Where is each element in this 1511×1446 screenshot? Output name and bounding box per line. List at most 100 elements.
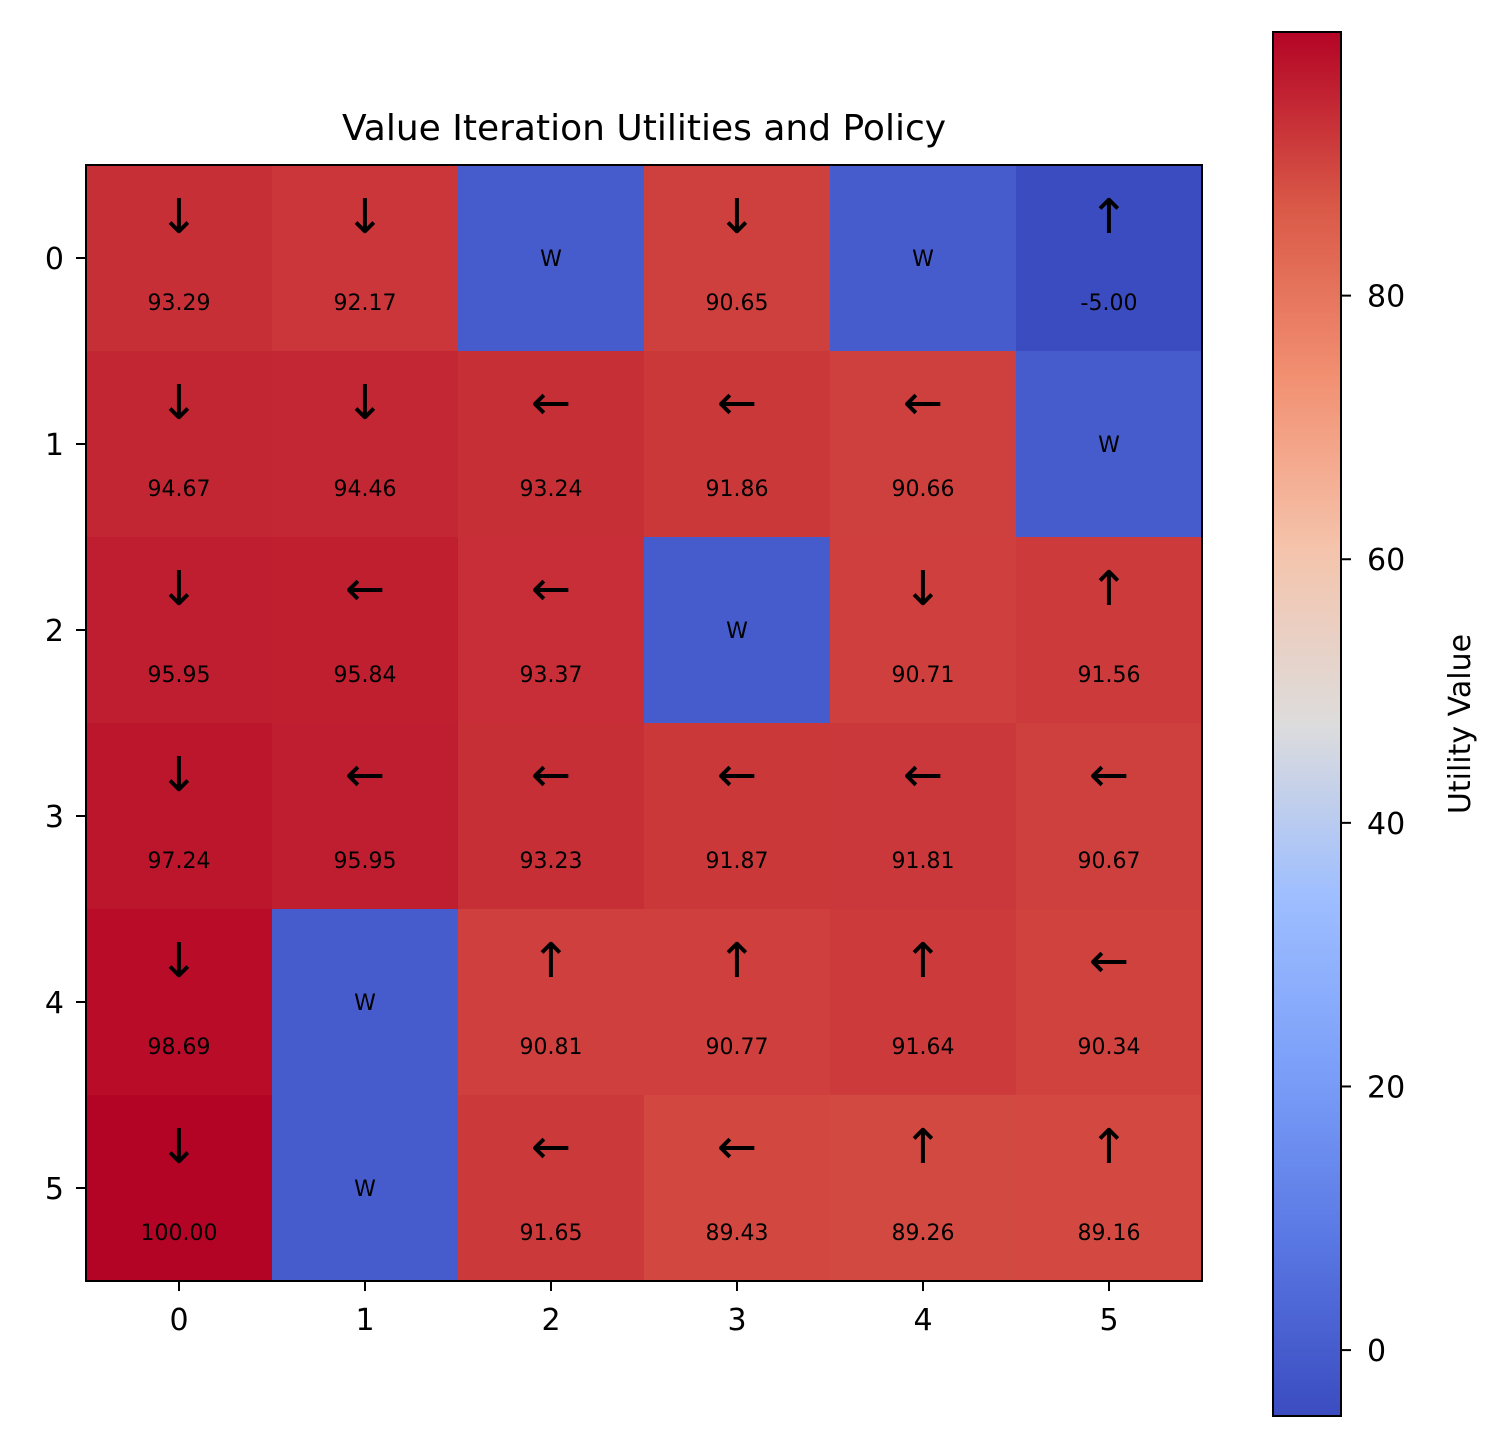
heatmap-cell: [86, 723, 273, 910]
policy-down-arrow-icon: ↓: [159, 1119, 199, 1175]
y-tick-label: 0: [45, 242, 64, 277]
utility-value-label: 91.65: [520, 1221, 583, 1246]
utility-value-label: 97.24: [148, 849, 211, 874]
wall-label: W: [1098, 433, 1120, 458]
policy-down-arrow-icon: ↓: [159, 375, 199, 431]
x-tick-label: 2: [541, 1303, 560, 1338]
heatmap-cell: [644, 909, 831, 1096]
colorbar-tick-label: 80: [1367, 280, 1405, 315]
utility-value-label: 93.29: [148, 291, 211, 316]
wall-label: W: [354, 1177, 376, 1202]
utility-value-label: 95.84: [334, 663, 397, 688]
policy-left-arrow-icon: ←: [1089, 747, 1129, 803]
wall-label: W: [726, 619, 748, 644]
colorbar: [1272, 31, 1342, 1417]
x-tick-label: 5: [1099, 1303, 1118, 1338]
heatmap-cell: [830, 909, 1017, 1096]
utility-value-label: 90.66: [892, 477, 955, 502]
colorbar-tick-label: 40: [1367, 807, 1405, 842]
heatmap-cell: [458, 537, 645, 724]
utility-value-label: 98.69: [148, 1035, 211, 1060]
heatmap-cells: [86, 165, 1203, 1282]
utility-value-label: 91.87: [706, 849, 769, 874]
wall-label: W: [354, 991, 376, 1016]
wall-cell: [1016, 351, 1203, 538]
heatmap-cell: [1016, 1095, 1203, 1282]
colorbar-axis: 0 20 40 60 80: [1341, 280, 1405, 1369]
heatmap-annotations: ↓ 93.29 ↓ 92.17 W ↓ 90.65 W ↑ -5.00 ↓ 94.67 ↓ 94.46 ← 9…: [141, 189, 1141, 1246]
policy-down-arrow-icon: ↓: [159, 561, 199, 617]
utility-value-label: 91.64: [892, 1035, 955, 1060]
heatmap-cell: [272, 537, 459, 724]
heatmap-cell: [830, 1095, 1017, 1282]
heatmap-cell: [458, 351, 645, 538]
wall-cell: [272, 1095, 459, 1282]
colorbar-tick-label: 60: [1367, 543, 1405, 578]
heatmap-cell: [644, 351, 831, 538]
heatmap-cell: [458, 909, 645, 1096]
heatmap-cell: [86, 537, 273, 724]
policy-left-arrow-icon: ←: [717, 747, 757, 803]
utility-value-label: 94.46: [334, 477, 397, 502]
utility-value-label: 93.23: [520, 849, 583, 874]
policy-up-arrow-icon: ↑: [903, 933, 943, 989]
utility-value-label: 90.81: [520, 1035, 583, 1060]
colorbar-tick-label: 0: [1367, 1334, 1386, 1369]
policy-left-arrow-icon: ←: [717, 375, 757, 431]
policy-left-arrow-icon: ←: [531, 747, 571, 803]
policy-left-arrow-icon: ←: [1089, 933, 1129, 989]
y-tick-label: 1: [45, 428, 64, 463]
y-axis: 0 1 2 3 4 5: [45, 242, 86, 1207]
colorbar-tick-label: 20: [1367, 1070, 1405, 1105]
utility-value-label: 90.34: [1078, 1035, 1141, 1060]
heatmap-cell: [272, 723, 459, 910]
heatmap-cell: [1016, 909, 1203, 1096]
policy-left-arrow-icon: ←: [531, 1119, 571, 1175]
colorbar-label: Utility Value: [1443, 634, 1478, 814]
policy-left-arrow-icon: ←: [903, 747, 943, 803]
heatmap-cell: [830, 723, 1017, 910]
y-tick-label: 5: [45, 1172, 64, 1207]
policy-left-arrow-icon: ←: [345, 747, 385, 803]
policy-up-arrow-icon: ↑: [1089, 189, 1129, 245]
utility-value-label: 93.37: [520, 663, 583, 688]
wall-cell: [458, 165, 645, 352]
utility-value-label: 89.16: [1078, 1221, 1141, 1246]
y-tick-label: 3: [45, 800, 64, 835]
heatmap-cell: [644, 723, 831, 910]
heatmap-cell: [644, 165, 831, 352]
utility-value-label: 90.67: [1078, 849, 1141, 874]
utility-value-label: 90.71: [892, 663, 955, 688]
utility-value-label: 89.26: [892, 1221, 955, 1246]
policy-up-arrow-icon: ↑: [1089, 561, 1129, 617]
heatmap-cell: [86, 165, 273, 352]
wall-cell: [830, 165, 1017, 352]
policy-down-arrow-icon: ↓: [345, 189, 385, 245]
wall-label: W: [912, 247, 934, 272]
utility-value-label: 100.00: [141, 1221, 218, 1246]
heatmap-cell: [86, 1095, 273, 1282]
policy-up-arrow-icon: ↑: [531, 933, 571, 989]
x-tick-label: 1: [355, 1303, 374, 1338]
utility-value-label: 89.43: [706, 1221, 769, 1246]
x-tick-label: 4: [913, 1303, 932, 1338]
utility-value-label: 91.86: [706, 477, 769, 502]
chart-title: Value Iteration Utilities and Policy: [342, 108, 946, 149]
heatmap-cell: [272, 165, 459, 352]
utility-value-label: 95.95: [148, 663, 211, 688]
wall-cell: [272, 909, 459, 1096]
heatmap-cell: [458, 1095, 645, 1282]
policy-up-arrow-icon: ↑: [903, 1119, 943, 1175]
utility-value-label: 90.65: [706, 291, 769, 316]
policy-up-arrow-icon: ↑: [1089, 1119, 1129, 1175]
y-tick-label: 2: [45, 614, 64, 649]
policy-down-arrow-icon: ↓: [159, 189, 199, 245]
policy-left-arrow-icon: ←: [903, 375, 943, 431]
x-axis: 0 1 2 3 4 5: [169, 1281, 1119, 1338]
policy-down-arrow-icon: ↓: [345, 375, 385, 431]
utility-value-label: 95.95: [334, 849, 397, 874]
heatmap-cell: [1016, 165, 1203, 352]
heatmap-cell: [86, 351, 273, 538]
utility-value-label: 90.77: [706, 1035, 769, 1060]
heatmap-cell: [1016, 537, 1203, 724]
